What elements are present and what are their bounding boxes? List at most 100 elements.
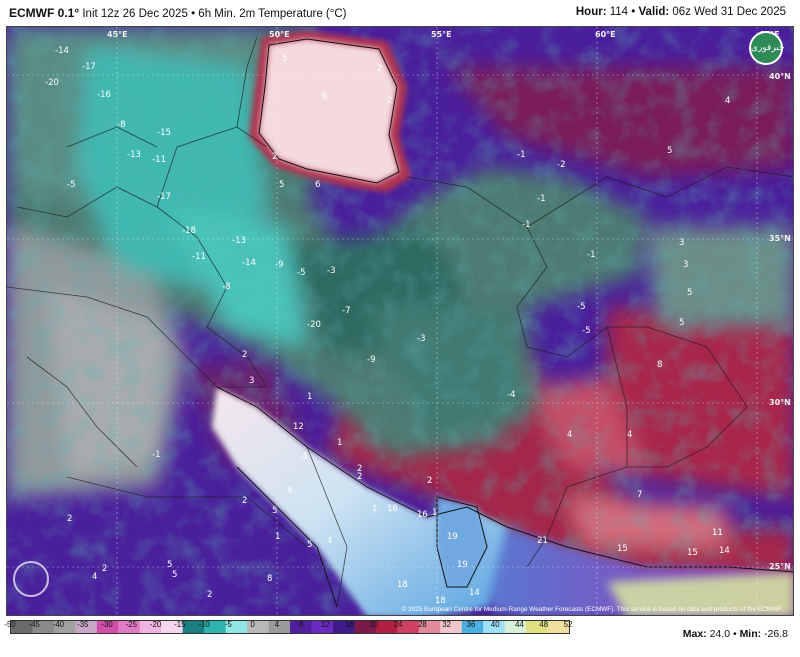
temperature-value-label: 4	[567, 430, 572, 440]
lat-label-40: 40°N	[769, 72, 791, 81]
temperature-value-label: -7	[342, 306, 350, 316]
colorbar-tick-label: -40	[52, 620, 65, 629]
colorbar-tick-label: -25	[125, 620, 137, 629]
colorbar-segment	[375, 621, 398, 633]
temperature-value-label: 2	[377, 64, 382, 74]
temperature-value-label: -20	[45, 78, 59, 88]
lon-label-60: 60°E	[595, 30, 616, 39]
temperature-value-label: 8	[267, 574, 272, 584]
temperature-value-label: 7	[637, 490, 642, 500]
temperature-value-label: -9	[275, 260, 283, 270]
colorbar-segment	[204, 621, 227, 633]
colorbar-tick-label: -30	[101, 620, 113, 629]
temperature-value-label: -17	[157, 192, 171, 202]
colorbar-tick-label: 12	[321, 620, 330, 629]
temperature-value-label: -5	[577, 302, 585, 312]
lon-label-50: 50°E	[269, 30, 290, 39]
temperature-value-label: 5	[687, 288, 692, 298]
temperature-value-label: 16	[417, 510, 428, 520]
colorbar-tick-label: 44	[515, 620, 524, 629]
model-degree: °	[74, 6, 80, 20]
header-left: ECMWF 0.1° Init 12z 26 Dec 2025 • 6h Min…	[9, 6, 346, 20]
colorbar-ticks: -50 -45 -40 -35 -30 -25 -20 -15 -10 -5 0 4 8 12 16 20 24…	[4, 620, 572, 648]
colorbar-tick-label: -20	[149, 620, 162, 629]
colorbar-segment	[526, 621, 549, 633]
temperature-value-label: 21	[537, 536, 548, 546]
temperature-value-label: 4	[302, 452, 307, 462]
colorbar-tick-label: 52	[563, 620, 573, 629]
temperature-map[interactable]: 45°E 50°E 55°E 60°E 65°E 40°N 35°N 30°N …	[6, 26, 794, 616]
colorbar-segment	[96, 621, 119, 633]
colorbar-tick-label: 36	[466, 620, 476, 629]
temperature-value-label: 2	[102, 564, 107, 574]
hour-value: 114	[609, 6, 629, 18]
model-name: ECMWF 0.1	[9, 6, 75, 20]
colorbar-tick-label: 28	[418, 620, 427, 629]
temperature-value-label: 19	[457, 560, 468, 570]
colorbar	[10, 620, 570, 634]
temperature-value-label: -3	[327, 266, 335, 276]
colorbar-tick-label: 40	[490, 620, 500, 629]
temperature-value-label: 2	[387, 96, 392, 106]
graticule	[7, 27, 793, 615]
temperature-value-label: -1	[587, 250, 595, 260]
colorbar-tick-label: -45	[28, 620, 40, 629]
temperature-value-label: -2	[557, 160, 565, 170]
colorbar-segment	[547, 621, 569, 633]
min-max-readout: Max: 24.0 • Min: -26.8	[683, 628, 788, 640]
lat-label-25: 25°N	[769, 562, 791, 571]
colorbar-segment	[32, 621, 55, 633]
temperature-value-label: 11	[712, 528, 723, 538]
colorbar-tick-label: 32	[442, 620, 452, 629]
map-canvas: 45°E 50°E 55°E 60°E 65°E 40°N 35°N 30°N …	[7, 27, 793, 615]
temperature-value-label: 1	[337, 438, 342, 448]
temperature-value-label: 4	[627, 430, 632, 440]
country-borders	[7, 36, 793, 608]
temperature-value-label: 1	[432, 508, 437, 518]
max-value: 24.0	[709, 628, 731, 640]
temperature-value-label: -15	[157, 128, 171, 138]
temperature-value-label: -1	[537, 194, 545, 204]
temperature-value-label: 15	[687, 548, 698, 558]
channel-logo-text: خبرفوری	[751, 43, 785, 53]
weather-logo	[13, 561, 49, 597]
temperature-value-label: 5	[172, 570, 177, 580]
temperature-value-label: 6	[315, 180, 320, 190]
colorbar-tick-label: 4	[274, 620, 280, 629]
temperature-value-label: 14	[469, 588, 480, 598]
colorbar-segment	[418, 621, 441, 633]
colorbar-segment	[118, 621, 141, 633]
colorbar-segment	[139, 621, 162, 633]
colorbar-segment	[225, 621, 248, 633]
colorbar-segment	[504, 621, 527, 633]
temperature-value-label: -1	[152, 450, 160, 460]
temperature-value-label: 2	[67, 514, 72, 524]
colorbar-tick-label: 20	[369, 620, 379, 629]
temperature-value-label: 18	[435, 596, 446, 606]
channel-logo: خبرفوری	[749, 31, 785, 65]
temperature-value-label: -13	[127, 150, 141, 160]
colorbar-tick-label: -15	[174, 620, 186, 629]
temperature-value-label: 19	[447, 532, 458, 542]
temperature-value-label: 4	[287, 486, 292, 496]
temperature-value-label: 8	[657, 360, 662, 370]
temperature-value-label: 12	[293, 422, 304, 432]
temperature-value-label: -17	[82, 62, 96, 72]
min-label: Min:	[739, 628, 762, 640]
header-separator-2: •	[631, 6, 636, 18]
colorbar-segment	[354, 621, 377, 633]
map-header: ECMWF 0.1° Init 12z 26 Dec 2025 • 6h Min…	[0, 0, 800, 26]
temperature-value-label: -5	[297, 268, 305, 278]
colorbar-segment	[161, 621, 184, 633]
colorbar-segment	[332, 621, 355, 633]
temperature-value-label: 16	[387, 504, 398, 514]
max-label: Max:	[682, 628, 707, 640]
colorbar-segment	[290, 621, 312, 633]
temperature-value-label: -4	[507, 390, 515, 400]
colorbar-segment	[75, 621, 98, 633]
hour-label: Hour:	[575, 6, 607, 18]
colorbar-tick-label: 24	[393, 620, 403, 629]
header-right: Hour: 114 • Valid: 06z Wed 31 Dec 2025	[576, 6, 786, 18]
temperature-value-label: -1	[517, 150, 525, 160]
colorbar-segment	[483, 621, 506, 633]
